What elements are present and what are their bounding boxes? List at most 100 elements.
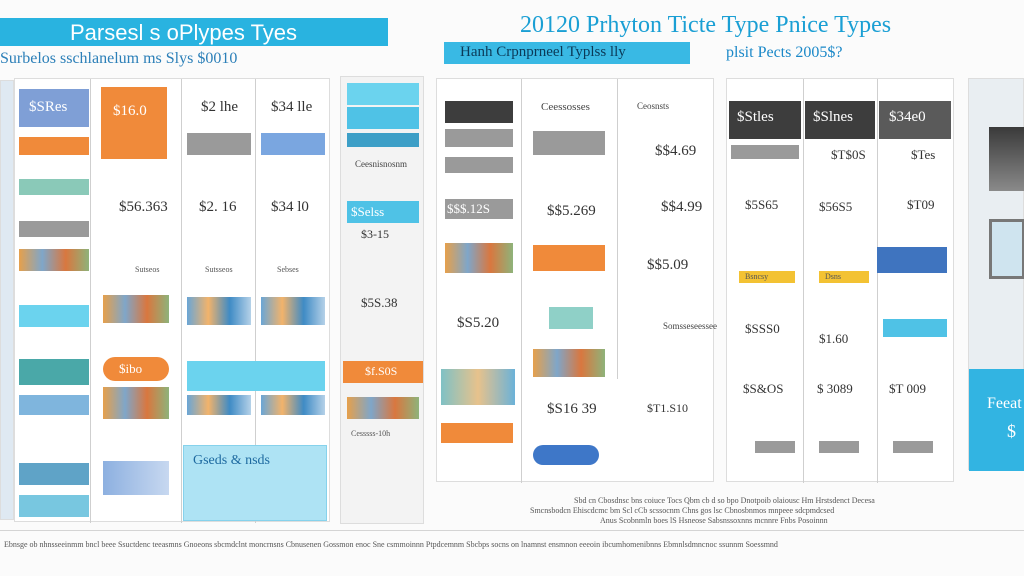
feature-bar <box>533 245 605 271</box>
feature-bar <box>19 395 89 415</box>
plan-price: $$5.09 <box>647 257 689 273</box>
feature-bar <box>883 319 947 337</box>
plan-price: $2. 16 <box>199 199 237 215</box>
thumbnail-image <box>187 395 251 415</box>
footer-note: Anus Scobnmln boes lS Hsneose Sabsnssoxn… <box>600 516 828 525</box>
plan-price: $56.363 <box>119 199 168 215</box>
plan-price: $S&OS <box>743 381 784 396</box>
plan-price: $$$.12S <box>447 201 490 216</box>
divider <box>803 79 804 483</box>
thumbnail-image <box>533 349 605 377</box>
divider <box>181 79 182 523</box>
plan-price: $2 lhe <box>201 99 239 115</box>
feature-bar <box>19 359 89 385</box>
plan-price: $1.60 <box>819 331 849 346</box>
plan-price: $34 lle <box>271 99 313 115</box>
thumbnail-image <box>261 395 325 415</box>
thumbnail-image <box>261 297 325 325</box>
footer-note: Sbd cn Cbosdnsc bns coiuce Tocs Qbm cb d… <box>574 496 875 505</box>
right-banner: Hanh Crpnprneel Typlss lly <box>444 42 690 64</box>
plan-price: $34 l0 <box>271 199 309 215</box>
tag-bar <box>739 271 795 283</box>
plan-price: $S16 39 <box>547 401 597 417</box>
plan-price: $3-15 <box>361 227 389 241</box>
footer-text: Ebnsge ob nhnsseeinmm bncl beee Ssuctden… <box>4 540 778 549</box>
plan-price: $56S5 <box>819 199 853 214</box>
plan-label: Ceosnsts <box>637 101 670 111</box>
right-subtitle: plsit Pects 2005$? <box>726 44 843 61</box>
feature-bar <box>755 441 795 453</box>
feature-bar <box>893 441 933 453</box>
plan-header-price: $Slnes <box>813 109 854 125</box>
plan-price: $5S65 <box>745 197 779 212</box>
tag-bar <box>819 271 869 283</box>
feature-bar <box>347 83 419 105</box>
thumbnail-image <box>441 369 515 405</box>
plan-price: $ 3089 <box>817 381 853 396</box>
thumbnail-image <box>103 461 169 495</box>
plan-label: Sutseos <box>135 265 160 274</box>
thumbnail-image <box>187 297 251 325</box>
promo-pill[interactable] <box>533 445 599 465</box>
plan-price: $$5.269 <box>547 203 596 219</box>
plan-label: Sutsseos <box>205 265 233 274</box>
promo-label: Feeat <box>987 395 1022 412</box>
plan-tag: Dsns <box>825 272 842 281</box>
device-promo-panel: Feeat $ <box>968 78 1024 471</box>
plan-price: $SRes <box>29 99 68 115</box>
plan-label: Sebses <box>277 265 299 274</box>
plan-price: $f.S0S <box>365 364 398 378</box>
feature-bar <box>819 441 859 453</box>
plan-label: Somsseseessee <box>663 321 717 331</box>
feature-bar <box>533 131 605 155</box>
feature-bar <box>19 221 89 237</box>
plan-price: $T$0S <box>831 147 866 162</box>
plan-price: $Selss <box>351 204 385 219</box>
feature-bar <box>19 463 89 485</box>
promo-price: $ <box>1007 421 1016 441</box>
plan-price: $Tes <box>911 147 936 162</box>
thumbnail-image <box>445 243 513 273</box>
price-tag[interactable] <box>343 361 423 383</box>
price-panel-3: $$$.12S Ceessosses Ceosnsts $$5.269 $$4.… <box>436 78 717 483</box>
promo-title: Gseds & nsds <box>193 453 271 468</box>
plan-price: $$4.99 <box>661 199 703 215</box>
plan-header[interactable] <box>729 101 801 139</box>
feature-bar <box>549 307 593 329</box>
plan-label: Ceessosses <box>541 101 590 113</box>
right-banner-text: Hanh Crpnprneel Typlss lly <box>460 44 626 60</box>
plan-header[interactable] <box>805 101 875 139</box>
divider <box>90 79 91 523</box>
plan-price: $5S.38 <box>361 295 398 310</box>
thumbnail-image <box>347 397 419 419</box>
thumbnail-image <box>103 387 169 419</box>
left-edge-card <box>0 80 14 520</box>
divider <box>877 79 878 483</box>
price-panel-2: Ceesnisnosnm $Selss $3-15 $5S.38 $f.S0S … <box>340 76 424 524</box>
plan-header-price: $Stles <box>737 109 774 125</box>
plan-price: $$4.69 <box>655 143 697 159</box>
left-subtitle: Surbelos sschlanelum ms Slys $0010 <box>0 50 238 67</box>
feature-bar <box>187 133 251 155</box>
feature-bar <box>445 157 513 173</box>
promo-pill[interactable] <box>103 357 169 381</box>
plan-price: $T 009 <box>889 381 926 396</box>
divider <box>255 79 256 523</box>
plan-header[interactable] <box>879 101 951 139</box>
price-tag[interactable] <box>347 201 419 223</box>
feature-bar <box>19 495 89 517</box>
feature-bar <box>445 101 513 123</box>
promo-banner[interactable] <box>969 369 1024 471</box>
plan-price: $SSS0 <box>745 321 780 336</box>
plan-card-blue[interactable] <box>19 89 89 127</box>
plan-label: Ceesnisnosnm <box>355 159 408 169</box>
feature-bar <box>187 361 325 391</box>
feature-bar <box>441 423 513 443</box>
plan-price: $T09 <box>907 197 935 212</box>
left-banner: Parsesl s oPlypes Tyes <box>0 18 388 46</box>
divider <box>617 79 618 379</box>
plan-card-orange[interactable] <box>101 87 167 159</box>
promo-card[interactable] <box>183 445 327 521</box>
feature-bar <box>261 133 325 155</box>
feature-bar <box>19 137 89 155</box>
